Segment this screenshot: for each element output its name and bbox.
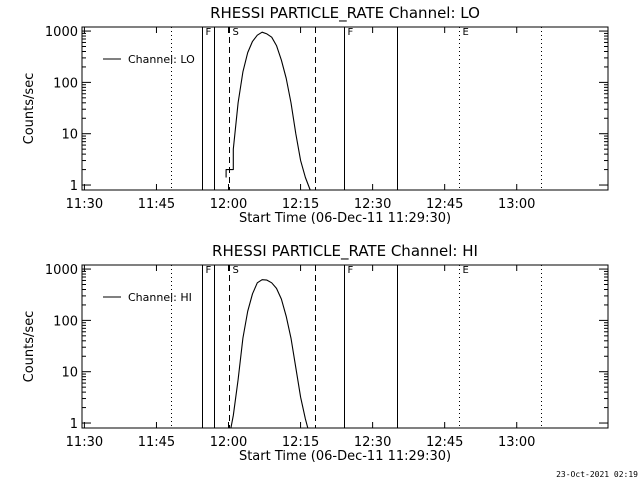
panel-1-y-tick-label-3: 100 [53,76,78,91]
panel-2-event-label-2: F [206,265,212,276]
panel-2-y-tick-label-2: 10 [61,366,78,381]
panel-2-legend-label: Channel: HI [128,291,192,304]
panel-1-x-tick-label-7: 13:00 [498,197,535,212]
panel-2-x-tick-label-3: 12:00 [210,435,247,450]
panel-1-x-tick-label-1: 11:30 [66,197,103,212]
panel-1-x-axis-label: Start Time (06-Dec-11 11:29:30) [239,211,451,226]
panel-2-title: RHESSI PARTICLE_RATE Channel: HI [212,242,478,261]
panel-2-event-label-4: S [233,265,239,276]
panel-1-series-line-1 [225,31,311,191]
panel-2-x-axis-label: Start Time (06-Dec-11 11:29:30) [239,449,451,464]
panel-2-x-tick-label-7: 13:00 [498,435,535,450]
panel-2-y-tick-label-4: 1000 [45,263,78,278]
panel-1-y-tick-label-4: 1000 [45,25,78,40]
panel-2-x-tick-label-2: 11:45 [138,435,175,450]
panel-1-event-label-6: F [348,27,354,38]
panel-1-y-tick-label-1: 1 [70,179,78,194]
panel-2-x-tick-label-6: 12:45 [426,435,463,450]
panel-1-y-tick-label-2: 10 [61,128,78,143]
panel-1-y-axis-label: Counts/sec [22,73,37,145]
panel-1-x-tick-label-5: 12:30 [354,197,391,212]
panel-2-y-tick-label-1: 1 [70,417,78,432]
panel-2-y-axis-label: Counts/sec [22,311,37,383]
panel-2-event-label-6: F [348,265,354,276]
panel-2-event-label-8: E [463,265,469,276]
panel-1-x-tick-label-3: 12:00 [210,197,247,212]
panel-1-event-label-8: E [463,27,469,38]
panel-2-x-tick-label-1: 11:30 [66,435,103,450]
panel-1-x-tick-label-2: 11:45 [138,197,175,212]
panel-2-x-tick-label-5: 12:30 [354,435,391,450]
panel-1-x-tick-label-6: 12:45 [426,197,463,212]
panel-2-series-line-1 [230,279,309,429]
panel-1-event-label-2: F [206,27,212,38]
panel-2-x-tick-label-4: 12:15 [282,435,319,450]
panel-1-event-label-4: S [233,27,239,38]
panel-1-title: RHESSI PARTICLE_RATE Channel: LO [210,4,480,23]
footer-timestamp: 23-Oct-2021 02:19 [556,470,638,479]
panel-1-legend-label: Channel: LO [128,53,195,66]
panel-2-y-tick-label-3: 100 [53,314,78,329]
panel-1-x-tick-label-4: 12:15 [282,197,319,212]
